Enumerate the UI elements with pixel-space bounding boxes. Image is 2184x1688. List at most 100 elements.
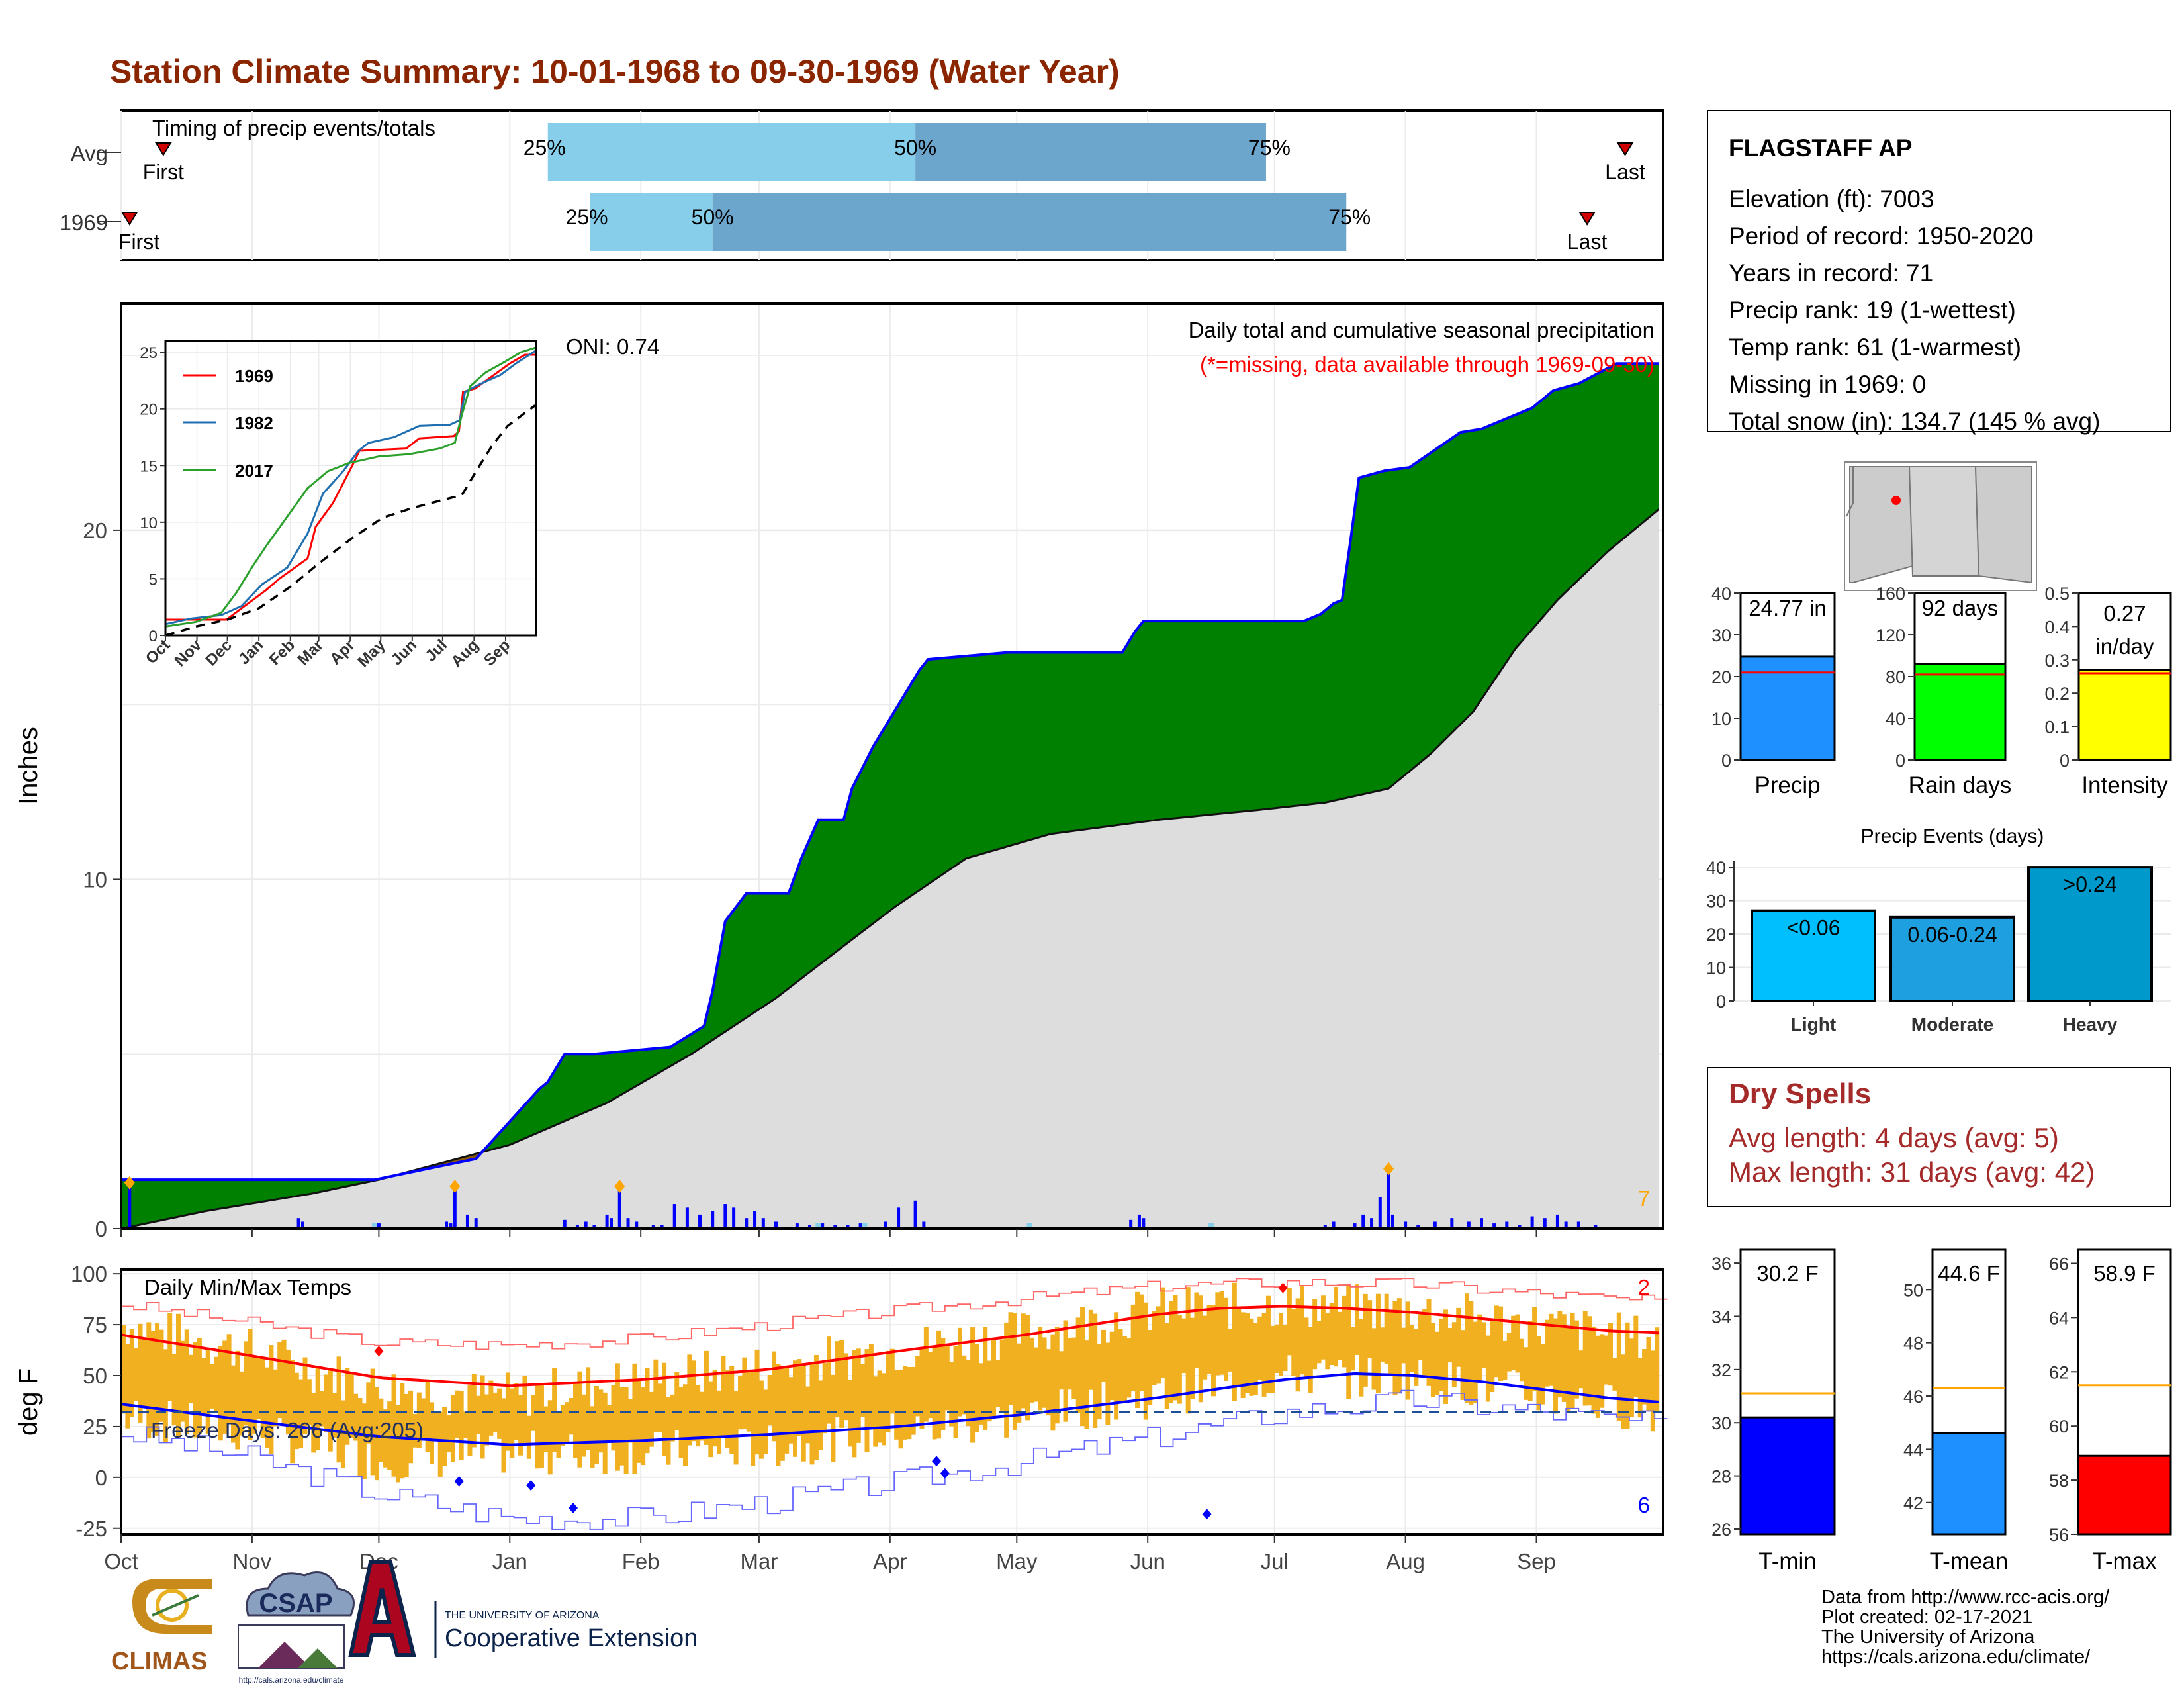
inset-y-tick: 0 bbox=[149, 628, 158, 645]
daily-temp-bar bbox=[758, 1380, 764, 1459]
daily-temp-bar bbox=[780, 1367, 785, 1461]
daily-precip-bar bbox=[449, 1223, 453, 1229]
daily-temp-bar bbox=[163, 1349, 168, 1442]
daily-temp-bar bbox=[1612, 1358, 1617, 1391]
record-high-marker bbox=[374, 1346, 384, 1357]
daily-temp-bar bbox=[1148, 1330, 1153, 1405]
record-low-line bbox=[121, 1389, 1668, 1530]
month-tick-label: May bbox=[996, 1549, 1038, 1573]
daily-temp-bar bbox=[142, 1339, 147, 1407]
events-y-tick: 10 bbox=[1706, 959, 1726, 978]
daily-temp-bar bbox=[987, 1360, 992, 1422]
events-bar-moderate bbox=[1889, 915, 2015, 1003]
daily-temp-bar bbox=[586, 1367, 591, 1450]
daily-precip-bar bbox=[821, 1223, 825, 1229]
precip-y-tick: 10 bbox=[83, 867, 107, 892]
daily-temp-bar bbox=[488, 1380, 494, 1436]
daily-temp-bar bbox=[210, 1364, 215, 1409]
timing-bar-50-75-row1 bbox=[712, 193, 1347, 251]
daily-temp-bar bbox=[788, 1377, 794, 1444]
daily-precip-bar bbox=[1416, 1225, 1420, 1229]
daily-temp-bar bbox=[882, 1373, 887, 1446]
daily-temp-bar bbox=[936, 1330, 942, 1439]
summary-bar-label: Intensity bbox=[2081, 773, 2168, 798]
daily-temp-bar bbox=[467, 1385, 473, 1456]
daily-temp-bar bbox=[442, 1407, 447, 1466]
daily-precip-bar bbox=[1505, 1221, 1509, 1229]
daily-temp-bar bbox=[1160, 1287, 1165, 1378]
daily-temp-bar bbox=[539, 1383, 544, 1468]
daily-temp-bar bbox=[818, 1380, 823, 1450]
daily-temp-bar bbox=[949, 1362, 954, 1427]
daily-temp-bar bbox=[1414, 1329, 1419, 1386]
daily-temp-bar bbox=[1456, 1307, 1461, 1367]
month-tick-label: Mar bbox=[740, 1549, 778, 1573]
daily-temp-bar bbox=[353, 1393, 359, 1441]
daily-temp-bar bbox=[565, 1402, 570, 1442]
freeze-days-label: Freeze Days: 206 (Avg:205) bbox=[151, 1418, 424, 1442]
temp-bar-label: T-min bbox=[1758, 1548, 1817, 1574]
daily-temp-bar bbox=[991, 1340, 996, 1419]
daily-temp-bar bbox=[696, 1385, 701, 1447]
daily-temp-bar bbox=[754, 1349, 760, 1455]
daily-temp-bar bbox=[797, 1359, 802, 1436]
daily-temp-bar bbox=[531, 1395, 536, 1431]
summary-bar-y-tick: 0.4 bbox=[2044, 617, 2070, 637]
daily-temp-bar bbox=[1532, 1307, 1537, 1391]
daily-temp-bar bbox=[944, 1344, 950, 1411]
summary-bar-value: 0.27 bbox=[2103, 601, 2146, 626]
daily-temp-bar bbox=[1401, 1327, 1406, 1364]
daily-precip-bar bbox=[732, 1207, 736, 1229]
daily-temp-bar bbox=[1210, 1305, 1216, 1397]
daily-temp-bar bbox=[547, 1400, 553, 1475]
record-high-marker bbox=[1278, 1282, 1288, 1293]
daily-temp-bar bbox=[214, 1356, 219, 1411]
first-event-marker bbox=[155, 142, 172, 156]
daily-precip-bar bbox=[795, 1223, 799, 1229]
daily-temp-bar bbox=[159, 1329, 164, 1422]
daily-temp-bar bbox=[1080, 1307, 1085, 1427]
daily-temp-bar bbox=[1642, 1349, 1647, 1405]
daily-temp-bar bbox=[395, 1405, 400, 1483]
station-info-line: Missing in 1969: 0 bbox=[1729, 371, 1926, 398]
daily-temp-bar bbox=[1650, 1350, 1655, 1432]
summary-bar-label: Rain days bbox=[1909, 773, 2012, 798]
daily-precip-bar bbox=[774, 1221, 778, 1229]
daily-temp-bar bbox=[416, 1392, 422, 1448]
inset-y-tick: 10 bbox=[140, 514, 158, 532]
daily-temp-bar bbox=[1338, 1311, 1343, 1360]
daily-temp-bar bbox=[1498, 1306, 1504, 1381]
daily-temp-bar bbox=[1595, 1335, 1600, 1418]
daily-temp-bar bbox=[674, 1372, 680, 1431]
last-event-marker bbox=[1616, 142, 1634, 156]
daily-temp-bar bbox=[514, 1383, 519, 1440]
arizona-location-map bbox=[1844, 461, 2037, 591]
daily-temp-bar bbox=[1257, 1316, 1263, 1380]
daily-temp-bar bbox=[1527, 1321, 1533, 1401]
events-bar-label: 0.06-0.24 bbox=[1907, 923, 1997, 947]
daily-precip-bar bbox=[128, 1186, 132, 1229]
precip-y-axis-label: Inches bbox=[14, 727, 43, 805]
daily-temp-bar bbox=[552, 1368, 557, 1452]
temp-bar-value: 30.2 F bbox=[1756, 1261, 1819, 1286]
station-info-line: Temp rank: 61 (1-warmest) bbox=[1729, 334, 2021, 361]
temp-y-tick: -25 bbox=[75, 1517, 107, 1541]
daily-temp-bar bbox=[302, 1357, 308, 1434]
temp-bar-y-tick: 30 bbox=[1711, 1413, 1731, 1433]
precip-events-chart: Precip Events (days) 0 10 20 30 40 <0.06 Ligh… bbox=[1706, 825, 2171, 1035]
precip-y-tick: 20 bbox=[83, 518, 107, 543]
daily-temp-bar bbox=[1265, 1295, 1271, 1393]
daily-temp-bar bbox=[510, 1388, 515, 1458]
summary-bar-y-tick: 0.1 bbox=[2044, 718, 2070, 737]
daily-precip-bar bbox=[808, 1225, 812, 1229]
daily-temp-bar bbox=[581, 1394, 586, 1457]
temp-y-tick: 25 bbox=[83, 1415, 107, 1439]
daily-temp-bar bbox=[1059, 1351, 1064, 1390]
daily-temp-bar bbox=[370, 1368, 375, 1476]
summary-bar-y-tick: 10 bbox=[1711, 709, 1731, 729]
summary-bar-charts: 0 10 20 30 40 24.77 in Precip 0 40 80 120 160 92 day… bbox=[1711, 584, 2172, 798]
daily-temp-bar bbox=[1105, 1342, 1111, 1425]
daily-temp-bar bbox=[455, 1390, 460, 1438]
temp-bar-y-tick: 48 bbox=[1903, 1334, 1923, 1354]
